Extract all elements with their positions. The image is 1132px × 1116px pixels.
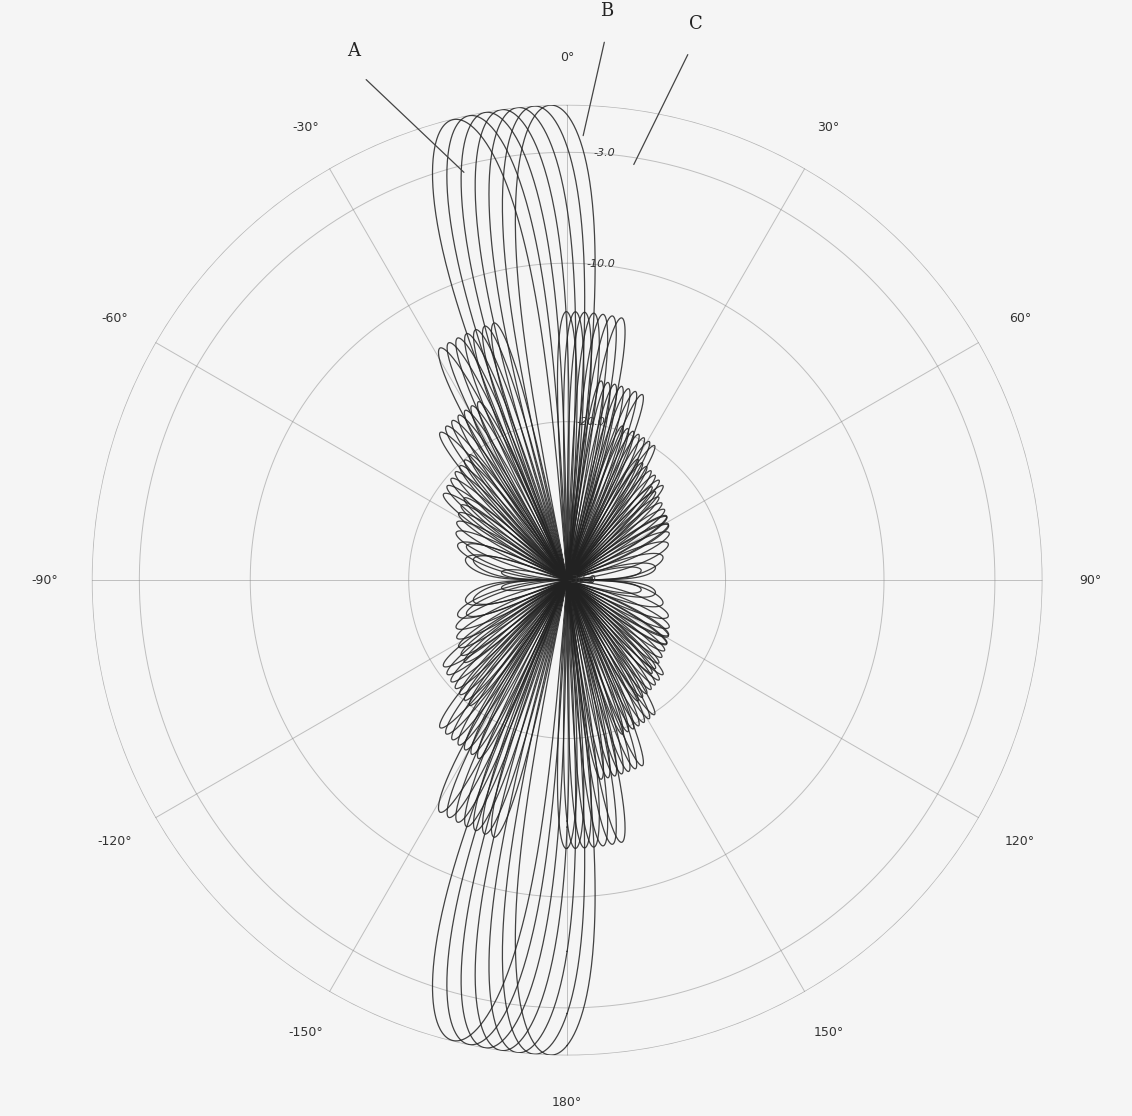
Text: -150°: -150°	[289, 1027, 323, 1039]
Text: 30°: 30°	[817, 121, 840, 134]
Text: 0°: 0°	[560, 50, 574, 64]
Text: -20.0: -20.0	[577, 417, 606, 427]
Text: -120°: -120°	[97, 835, 131, 848]
Text: C: C	[688, 16, 702, 33]
Text: 150°: 150°	[814, 1027, 843, 1039]
Text: B: B	[600, 2, 614, 20]
Text: -30.0: -30.0	[567, 575, 597, 585]
Text: 120°: 120°	[1005, 835, 1035, 848]
Text: -10.0: -10.0	[586, 259, 616, 269]
Text: 90°: 90°	[1079, 574, 1101, 587]
Text: 180°: 180°	[552, 1096, 582, 1109]
Text: 60°: 60°	[1009, 312, 1031, 325]
Text: -3.0: -3.0	[593, 148, 615, 158]
Text: -30°: -30°	[292, 121, 319, 134]
Text: -90°: -90°	[31, 574, 58, 587]
Text: -60°: -60°	[101, 312, 128, 325]
Text: A: A	[346, 42, 360, 60]
